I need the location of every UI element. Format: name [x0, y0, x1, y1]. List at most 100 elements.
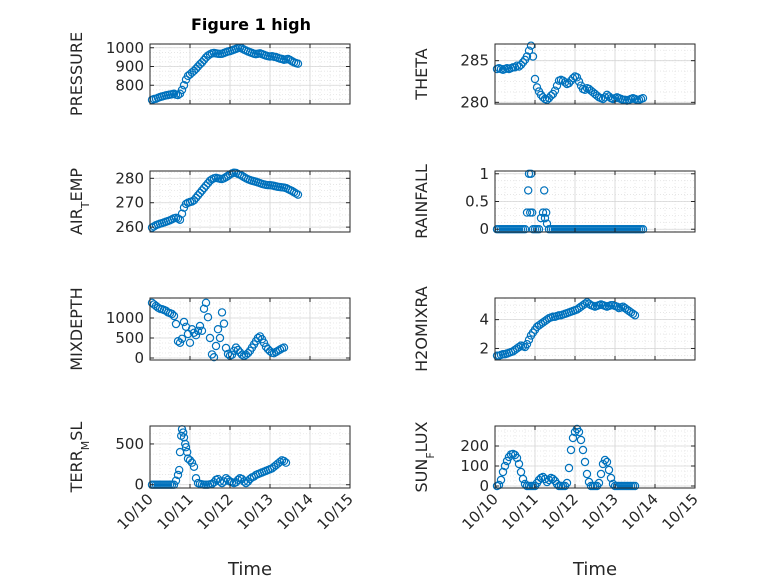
data-point — [560, 78, 570, 87]
data-point — [530, 74, 540, 84]
data-point — [540, 186, 549, 195]
data-point — [548, 474, 558, 484]
y-tick-label: 500 — [115, 329, 144, 347]
data-point — [203, 313, 213, 322]
data-point — [173, 470, 183, 480]
axes-frame — [149, 425, 351, 489]
data-point — [219, 319, 229, 328]
y-tick-label: 800 — [115, 76, 144, 94]
data-point — [213, 325, 223, 334]
y-tick-label: 200 — [460, 437, 489, 455]
data-point — [201, 298, 211, 307]
scatter-series — [492, 41, 648, 105]
data-point — [502, 456, 512, 466]
data-point — [600, 93, 610, 102]
data-point — [544, 475, 554, 485]
y-tick-label: 4 — [479, 311, 489, 329]
data-point — [638, 93, 648, 103]
data-point — [279, 456, 289, 466]
data-point — [189, 462, 199, 471]
data-point — [532, 83, 542, 92]
y-axis-label: PRESSURE — [67, 32, 86, 116]
y-tick-label: 1 — [479, 165, 489, 183]
data-point — [237, 350, 247, 359]
data-point — [179, 81, 189, 90]
data-point — [576, 435, 586, 445]
data-point — [638, 225, 648, 234]
data-point — [552, 81, 562, 90]
data-point — [522, 52, 532, 61]
data-point — [522, 339, 532, 349]
axes-frame — [149, 297, 351, 361]
y-tick-label: 0 — [134, 476, 144, 494]
data-point — [177, 85, 187, 95]
data-point — [542, 208, 551, 217]
y-axis-label: SUNFLUX — [412, 421, 437, 492]
data-point — [199, 304, 209, 313]
data-point — [189, 328, 199, 337]
data-point — [211, 341, 221, 351]
data-point — [178, 428, 188, 437]
scatter-series — [492, 424, 640, 491]
y-tick-label: 1000 — [106, 309, 144, 327]
data-point — [185, 456, 195, 465]
y-axis-label: TERRMSL — [67, 422, 92, 494]
data-point — [171, 476, 181, 485]
data-point — [187, 458, 197, 467]
data-point — [568, 433, 578, 443]
data-point — [582, 469, 592, 479]
data-point — [243, 349, 253, 358]
y-tick-label: 1000 — [106, 39, 144, 57]
y-tick-label: 100 — [460, 457, 489, 475]
subplot-theta: 280 285 THETA — [412, 41, 696, 111]
data-point — [209, 353, 219, 362]
data-point — [574, 427, 584, 437]
data-point — [179, 317, 189, 327]
scatter-series — [147, 43, 303, 105]
data-point — [604, 465, 614, 475]
data-point — [233, 475, 243, 485]
y-tick-label: 900 — [115, 58, 144, 76]
y-tick-label: 0 — [134, 349, 144, 367]
data-point — [516, 60, 526, 70]
data-point — [630, 481, 640, 491]
data-point — [578, 445, 588, 455]
y-tick-label: 280 — [115, 169, 144, 187]
y-tick-label: 260 — [115, 218, 144, 236]
data-point — [281, 458, 291, 467]
data-point — [181, 443, 191, 452]
data-point — [542, 219, 552, 228]
data-point — [518, 474, 528, 484]
y-axis-label: H2OMIXRA — [412, 286, 431, 372]
data-point — [574, 77, 584, 86]
scatter-series — [147, 298, 289, 362]
data-point — [217, 308, 227, 317]
data-point — [598, 459, 608, 469]
data-point — [193, 326, 203, 335]
data-point — [185, 338, 195, 347]
data-point — [524, 46, 534, 55]
y-axis-label: RAINFALL — [412, 164, 431, 239]
data-point — [293, 190, 303, 199]
data-point — [514, 342, 524, 352]
data-point — [596, 469, 606, 479]
data-point — [496, 475, 506, 485]
data-point — [536, 213, 546, 223]
data-point — [500, 461, 510, 471]
x-axis-label: Time — [227, 559, 272, 580]
axes-frame — [494, 425, 696, 489]
data-point — [191, 474, 201, 483]
data-point — [550, 86, 560, 95]
data-point — [253, 333, 263, 343]
figure-title: Figure 1 high — [191, 15, 311, 34]
x-axis-label: Time — [572, 559, 617, 580]
data-point — [175, 338, 185, 347]
axes-frame — [149, 43, 351, 105]
data-point — [538, 208, 548, 217]
data-point — [180, 439, 190, 449]
data-point — [167, 309, 177, 319]
data-point — [520, 225, 530, 234]
data-point — [195, 321, 205, 331]
data-point — [514, 459, 524, 469]
